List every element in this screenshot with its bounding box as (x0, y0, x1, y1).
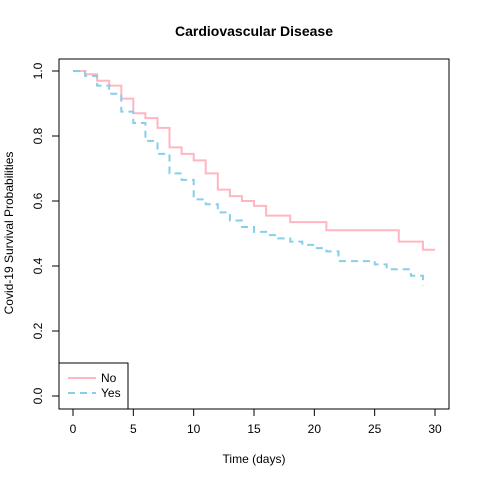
x-tick-label: 10 (187, 422, 201, 436)
y-tick-label: 0.4 (31, 257, 45, 274)
legend-label-no: No (101, 371, 117, 385)
y-tick-label: 0.6 (31, 192, 45, 209)
axes: 0 5 10 15 20 25 30 0.0 0.2 0.4 0.6 0.8 1.0 (31, 62, 442, 436)
survival-curves (73, 70, 435, 286)
legend-box (58, 362, 129, 410)
x-axis-label: Time (days) (223, 452, 286, 466)
y-tick-label: 0.0 (31, 387, 45, 404)
y-tick-label: 0.8 (31, 127, 45, 144)
x-tick-label: 15 (247, 422, 261, 436)
chart-title: Cardiovascular Disease (175, 23, 333, 39)
series-no-curve (73, 70, 435, 251)
y-tick-label: 1.0 (31, 62, 45, 79)
y-tick-label: 0.2 (31, 322, 45, 339)
x-tick-label: 25 (368, 422, 382, 436)
x-tick-label: 0 (70, 422, 77, 436)
x-tick-label: 30 (428, 422, 442, 436)
x-tick-label: 5 (130, 422, 137, 436)
y-axis-label: Covid-19 Survival Probabilities (2, 152, 16, 315)
legend-label-yes: Yes (101, 386, 121, 400)
x-tick-label: 20 (308, 422, 322, 436)
series-yes-curve (73, 70, 424, 286)
